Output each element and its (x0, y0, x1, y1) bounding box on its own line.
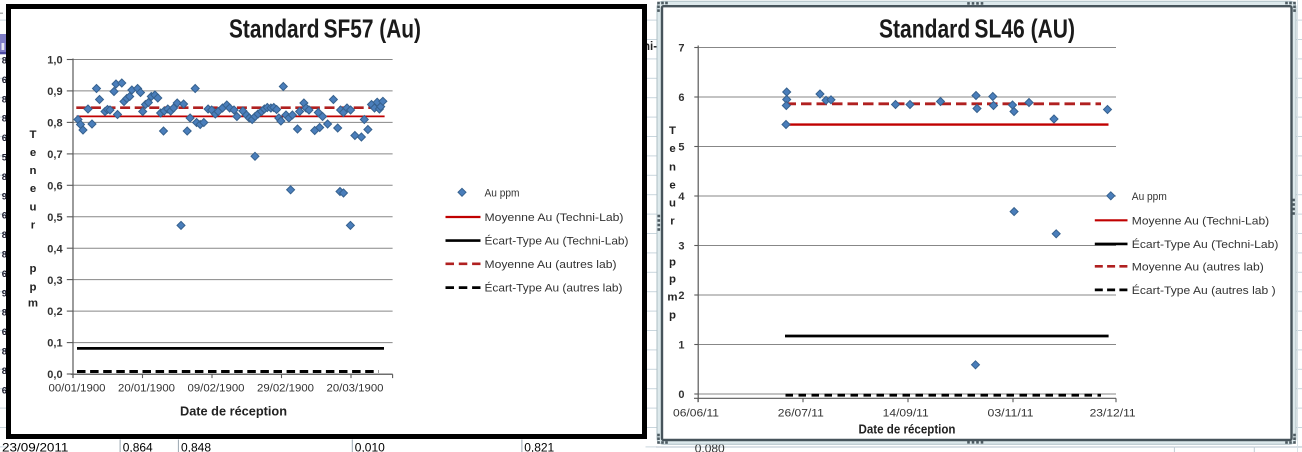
svg-text:6: 6 (2, 211, 7, 222)
svg-text:0,7: 0,7 (47, 149, 62, 161)
svg-text:6: 6 (2, 327, 7, 338)
svg-text:0,1: 0,1 (47, 338, 62, 350)
svg-text:m: m (667, 292, 677, 304)
svg-text:p: p (30, 282, 37, 294)
svg-text:23/09/2011: 23/09/2011 (2, 440, 69, 452)
svg-text:8: 8 (2, 230, 7, 241)
svg-text:0: 0 (678, 389, 684, 401)
svg-text:6: 6 (2, 75, 7, 86)
svg-text:1,0: 1,0 (47, 55, 62, 67)
svg-text:26/07/11: 26/07/11 (778, 408, 824, 420)
svg-text:Au ppm: Au ppm (485, 187, 520, 199)
svg-text:29/02/1900: 29/02/1900 (257, 383, 314, 395)
svg-text:0,848: 0,848 (181, 440, 211, 452)
svg-text:00/01/1900: 00/01/1900 (49, 383, 106, 395)
svg-text:6: 6 (2, 385, 7, 396)
svg-text:Standard SF57 (Au): Standard SF57 (Au) (229, 14, 421, 44)
svg-text:0,3: 0,3 (47, 275, 62, 287)
svg-text:T: T (669, 125, 676, 137)
svg-text:0,864: 0,864 (123, 440, 153, 452)
svg-text:06/06/11: 06/06/11 (673, 408, 719, 420)
svg-text:0,2: 0,2 (47, 306, 62, 318)
svg-text:e: e (30, 147, 36, 159)
svg-text:8: 8 (2, 114, 7, 125)
svg-text:9: 9 (2, 288, 7, 299)
svg-text:p: p (669, 274, 676, 286)
svg-text:Au ppm: Au ppm (1132, 191, 1167, 203)
svg-text:20/01/1900: 20/01/1900 (118, 383, 175, 395)
svg-text:8: 8 (2, 56, 7, 67)
svg-text:Moyenne Au (autres lab): Moyenne Au (autres lab) (1132, 261, 1264, 273)
svg-text:Standard SL46 (AU): Standard SL46 (AU) (879, 14, 1075, 44)
svg-text:8: 8 (2, 250, 7, 261)
svg-text:n: n (669, 162, 676, 174)
svg-text:4: 4 (678, 191, 685, 203)
svg-text:Écart-Type Au (Techni-Lab): Écart-Type Au (Techni-Lab) (485, 235, 629, 248)
svg-text:5: 5 (678, 142, 684, 154)
svg-text:e: e (669, 143, 675, 155)
svg-text:6: 6 (678, 92, 684, 104)
svg-text:0,9: 0,9 (47, 86, 62, 98)
svg-text:0,4: 0,4 (47, 243, 63, 255)
svg-text:20/03/1900: 20/03/1900 (327, 383, 384, 395)
svg-text:8: 8 (2, 347, 7, 358)
svg-text:r: r (670, 216, 675, 228)
svg-text:6: 6 (2, 133, 7, 144)
svg-text:p: p (669, 310, 676, 322)
svg-text:9: 9 (2, 191, 7, 202)
svg-text:Moyenne Au (Techni-Lab): Moyenne Au (Techni-Lab) (485, 212, 624, 224)
svg-text:03/11/11: 03/11/11 (988, 408, 1034, 420)
svg-text:09/02/1900: 09/02/1900 (188, 383, 245, 395)
svg-text:0,010: 0,010 (355, 440, 385, 452)
svg-text:u: u (669, 198, 676, 210)
svg-text:6: 6 (2, 269, 7, 280)
svg-text:p: p (30, 263, 37, 275)
svg-text:e: e (669, 180, 675, 192)
svg-text:p: p (669, 256, 676, 268)
svg-text:Écart-Type Au (autres lab): Écart-Type Au (autres lab) (485, 282, 623, 295)
svg-text:7: 7 (678, 43, 684, 55)
svg-text:Date de réception: Date de réception (180, 405, 287, 419)
svg-text:u: u (30, 201, 37, 213)
svg-text:Écart-Type Au (autres lab ): Écart-Type Au (autres lab ) (1132, 284, 1276, 297)
svg-text:Écart-Type Au (Techni-Lab): Écart-Type Au (Techni-Lab) (1132, 238, 1279, 251)
svg-text:0,080: 0,080 (695, 441, 725, 452)
svg-text:14/09/11: 14/09/11 (883, 408, 929, 420)
svg-text:0,8: 0,8 (47, 118, 62, 130)
svg-text:Date de réception: Date de réception (859, 423, 956, 437)
svg-text:23/12/11: 23/12/11 (1090, 408, 1136, 420)
svg-text:3: 3 (678, 241, 684, 253)
svg-text:1: 1 (678, 340, 684, 352)
svg-text:T: T (30, 129, 37, 141)
svg-text:8: 8 (2, 94, 7, 105)
svg-text:0,821: 0,821 (524, 440, 554, 452)
svg-text:2: 2 (678, 290, 684, 302)
svg-text:8: 8 (2, 172, 7, 183)
svg-text:e: e (30, 183, 36, 195)
svg-text:8: 8 (2, 308, 7, 319)
svg-text:m: m (28, 298, 38, 310)
svg-text:Moyenne Au (autres lab): Moyenne Au (autres lab) (485, 259, 617, 271)
svg-text:0,6: 0,6 (47, 180, 62, 192)
svg-text:0,5: 0,5 (47, 212, 62, 224)
svg-text:0,0: 0,0 (47, 369, 62, 381)
svg-text:5: 5 (2, 153, 8, 164)
svg-text:8: 8 (2, 366, 7, 377)
svg-text:Moyenne Au (Techni-Lab): Moyenne Au (Techni-Lab) (1132, 215, 1270, 227)
svg-text:n: n (30, 165, 37, 177)
svg-text:r: r (31, 220, 36, 232)
